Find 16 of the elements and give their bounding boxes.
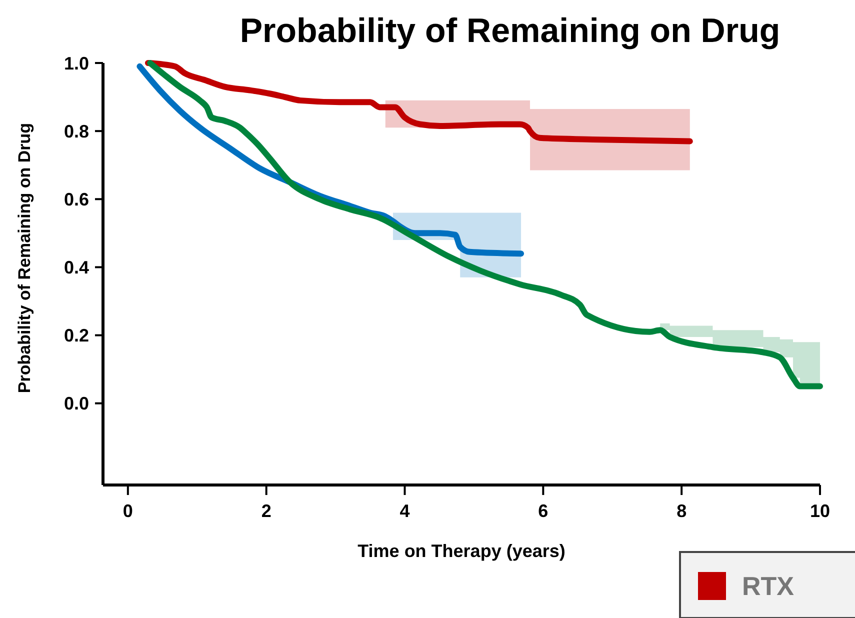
x-tick-label: 0 xyxy=(122,501,133,521)
y-tick-label: 1.0 xyxy=(64,53,89,74)
x-axis-title: Time on Therapy (years) xyxy=(358,541,566,561)
x-tick-label: 4 xyxy=(400,501,410,521)
y-tick-label: 0.2 xyxy=(64,326,89,346)
legend-label: RTX xyxy=(742,571,795,602)
x-tick-label: 10 xyxy=(810,501,830,521)
x-tick-label: 6 xyxy=(538,501,548,521)
chart-title: Probability of Remaining on Drug xyxy=(240,12,780,50)
y-tick-label: 0.0 xyxy=(64,394,89,414)
x-tick-label: 8 xyxy=(676,501,687,521)
y-tick-label: 0.8 xyxy=(64,121,89,142)
y-tick-label: 0.4 xyxy=(64,257,89,278)
x-tick-label: 2 xyxy=(261,501,272,521)
y-axis-title: Probability of Remaining on Drug xyxy=(15,122,34,394)
y-tick-label: 0.6 xyxy=(64,189,89,210)
